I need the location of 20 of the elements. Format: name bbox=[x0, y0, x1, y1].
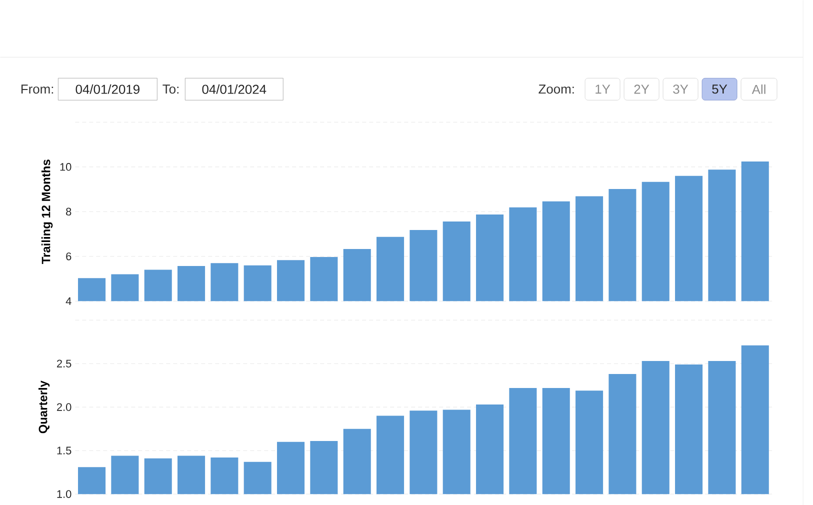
text: Zoom: bbox=[538, 84, 574, 94]
text: All bbox=[752, 84, 766, 94]
y-tick-label: 2.0 bbox=[56, 403, 72, 411]
y-tick-label: 1.5 bbox=[57, 446, 72, 454]
y-tick-label: 2.5 bbox=[56, 360, 72, 368]
text: 1Y bbox=[596, 84, 610, 94]
text: To: bbox=[162, 84, 178, 94]
y-tick-label: 10 bbox=[60, 162, 72, 171]
text: 04/01/2019 bbox=[76, 84, 140, 94]
y-tick-label: 1.0 bbox=[57, 490, 72, 498]
text: 04/01/2024 bbox=[202, 84, 266, 94]
y-tick-label: 6 bbox=[66, 252, 72, 260]
y-axis-title: Quarterly bbox=[38, 380, 50, 434]
text: 2Y bbox=[634, 84, 650, 94]
y-tick-label: 8 bbox=[66, 208, 72, 216]
text: From: bbox=[21, 84, 54, 94]
y-axis-title: Trailing 12 Months bbox=[41, 160, 53, 264]
text: 5Y bbox=[712, 84, 728, 94]
text: 3Y bbox=[673, 84, 688, 94]
y-tick-label: 4 bbox=[66, 297, 72, 305]
